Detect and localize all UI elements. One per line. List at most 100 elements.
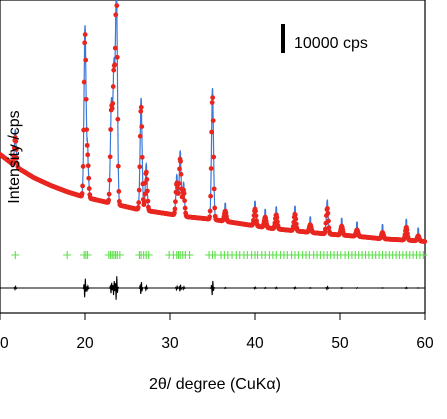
observed-point [13,147,19,152]
observed-point [210,95,216,101]
observed-point [106,197,112,203]
observed-point [211,186,217,192]
observed-point [114,3,120,8]
observed-point [81,79,87,85]
observed-point [107,154,113,160]
observed-point [116,188,122,194]
observed-point [404,227,410,233]
observed-point [208,193,214,199]
observed-point [326,225,332,231]
observed-point [80,164,86,169]
observed-point [107,177,113,183]
observed-point [178,171,184,177]
observed-point [275,219,280,225]
observed-point [177,166,182,172]
observed-point [109,106,115,111]
observed-point [12,135,18,140]
difference-line [0,276,425,300]
observed-point [139,154,145,160]
observed-point [211,154,217,160]
observed-point [145,198,151,204]
x-tick-label: 50 [331,335,349,352]
observed-point [138,108,144,114]
observed-point [176,181,182,186]
x-tick-label: 10 [0,335,9,352]
observed-point [111,67,117,73]
difference-curve [0,276,425,300]
observed-point [172,206,178,212]
x-tick-label: 30 [161,335,179,352]
observed-point [106,191,112,197]
observed-point [85,163,91,169]
y-axis-label: Intensity /cps [6,110,23,203]
x-tick-label: 60 [416,335,434,352]
observed-point [326,218,331,224]
observed-point [253,213,259,219]
observed-point [112,62,118,68]
observed-point [293,221,299,227]
observed-point [292,212,298,218]
observed-point [253,208,258,214]
reflection-marker [419,251,428,259]
observed-point [325,206,330,211]
observed-point [84,142,90,148]
observed-point [110,84,116,89]
observed-point [79,191,85,196]
observed-point [113,12,119,18]
observed-points [0,3,428,244]
observed-point [207,208,213,214]
reflection-marker [185,251,194,259]
observed-point [207,214,213,220]
observed-point [136,187,142,193]
observed-point [325,210,331,216]
scale-bar: 10000 cps [281,24,368,53]
reflection-markers [11,251,428,259]
observed-point [136,200,142,205]
reflection-marker [83,251,92,259]
x-axis-label: 2θ/ degree (CuKα) [149,376,281,393]
observed-point [176,190,181,196]
reflection-marker [63,251,72,259]
observed-point [13,138,19,144]
observed-point [274,215,280,220]
observed-point [139,124,145,129]
observed-point [173,199,178,205]
observed-point [212,205,218,211]
observed-point [181,190,187,196]
observed-point [115,116,121,122]
observed-point [144,188,150,194]
observed-point [208,166,214,171]
plot-area [0,0,428,314]
observed-point [142,191,148,197]
observed-point [210,118,216,124]
observed-point [85,152,91,158]
observed-point [110,101,116,106]
observed-point [82,32,88,37]
observed-point [138,104,144,110]
observed-point [422,239,428,244]
observed-point [82,40,88,46]
observed-point [84,127,90,133]
scale-bar-line [281,24,285,53]
observed-point [83,57,89,63]
observed-point [86,186,92,191]
observed-point [209,100,215,105]
observed-point [137,164,143,170]
observed-point [14,155,20,161]
observed-point [178,158,183,164]
observed-point [293,216,299,222]
observed-point [137,133,143,139]
observed-point [108,127,114,132]
observed-point [86,175,92,181]
observed-point [83,96,89,102]
observed-point [135,205,141,210]
reflection-marker [144,251,153,259]
plot-frame [0,0,426,314]
observed-point [172,210,177,216]
observed-point [182,198,188,204]
observed-point [182,205,188,211]
observed-point [112,45,118,51]
x-axis-ticks: 10 20 30 40 50 60 [0,313,434,352]
observed-point [10,158,16,164]
